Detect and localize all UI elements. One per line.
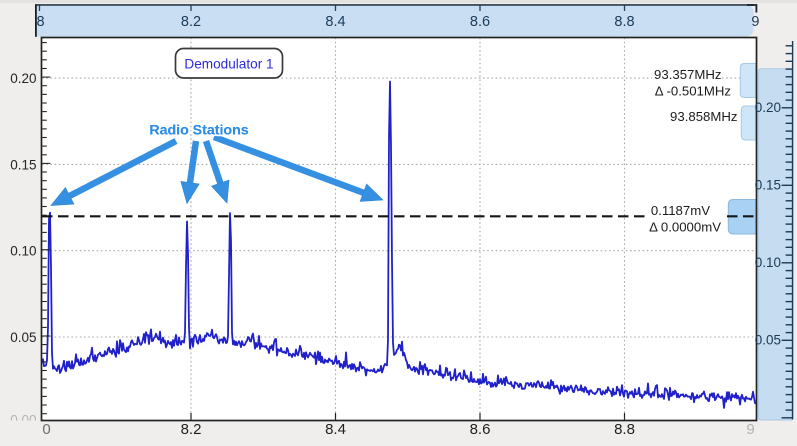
svg-text:8.2: 8.2	[181, 421, 202, 438]
svg-text:0.05: 0.05	[10, 330, 36, 345]
svg-text:8.2: 8.2	[181, 14, 201, 30]
svg-text:93.858MHz: 93.858MHz	[670, 109, 737, 124]
svg-text:8.4: 8.4	[325, 421, 346, 438]
svg-text:8.8: 8.8	[614, 421, 635, 438]
svg-text:8.4: 8.4	[325, 14, 345, 30]
svg-text:0.15: 0.15	[755, 177, 781, 192]
svg-text:Δ -0.501MHz: Δ -0.501MHz	[655, 83, 731, 98]
svg-text:0.00: 0.00	[10, 413, 36, 428]
svg-text:0.10: 0.10	[755, 255, 781, 270]
svg-text:93.357MHz: 93.357MHz	[654, 67, 721, 82]
svg-text:0.20: 0.20	[10, 71, 36, 86]
svg-text:0.10: 0.10	[10, 244, 36, 259]
svg-text:Radio Stations: Radio Stations	[149, 123, 248, 139]
svg-text:Δ 0.0000mV: Δ 0.0000mV	[649, 219, 721, 234]
svg-text:0.15: 0.15	[10, 157, 36, 172]
svg-text:8.6: 8.6	[470, 14, 490, 30]
svg-text:9: 9	[751, 14, 759, 30]
svg-text:Demodulator 1: Demodulator 1	[184, 56, 273, 71]
svg-text:0.1187mV: 0.1187mV	[651, 203, 710, 218]
svg-text:0: 0	[42, 421, 50, 438]
svg-text:0.05: 0.05	[755, 332, 781, 347]
svg-text:8.8: 8.8	[614, 14, 634, 30]
svg-text:Radio Stations: Radio Stations	[149, 123, 248, 139]
svg-text:0.20: 0.20	[755, 100, 781, 115]
svg-text:8: 8	[37, 14, 45, 30]
svg-text:9: 9	[746, 421, 754, 438]
svg-text:8.6: 8.6	[470, 421, 491, 438]
